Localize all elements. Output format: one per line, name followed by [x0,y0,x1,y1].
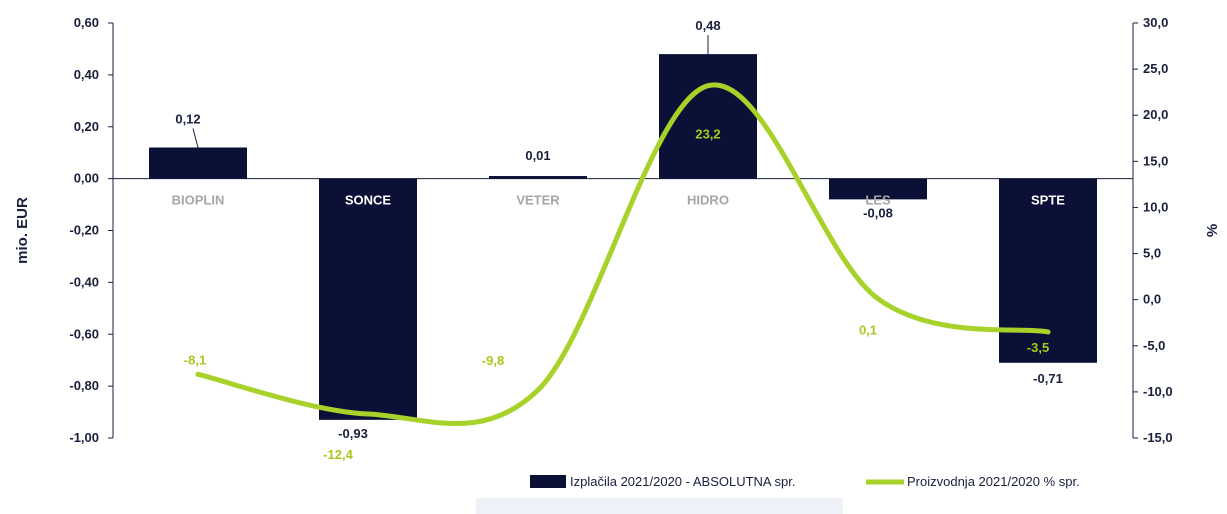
bar-les [829,178,927,200]
line-point-spte [1045,329,1051,335]
right-tick-label: 25,0 [1143,61,1168,76]
bar-data-label: -0,71 [1033,371,1063,386]
right-tick-label: 20,0 [1143,107,1168,122]
line-data-label: -12,4 [323,447,353,462]
left-tick-label: 0,40 [74,67,99,82]
right-tick-label: 0,0 [1143,292,1161,307]
line-point-bioplin [195,371,201,377]
right-axis-title: % [1204,224,1221,237]
right-tick-label: -10,0 [1143,384,1173,399]
category-label: SONCE [345,193,392,208]
left-tick-label: -0,40 [69,274,99,289]
right-tick-label: -15,0 [1143,430,1173,445]
line-data-label: 23,2 [695,127,720,142]
right-tick-label: 15,0 [1143,153,1168,168]
line-data-label: -3,5 [1027,340,1049,355]
right-tick-label: 10,0 [1143,199,1168,214]
line-data-label: -9,8 [482,353,504,368]
legend-bar-label: Izplačila 2021/2020 - ABSOLUTNA spr. [570,474,795,489]
right-tick-label: -5,0 [1143,338,1165,353]
bar-bioplin [149,147,247,179]
category-label: BIOPLIN [172,193,225,208]
category-label: HIDRO [687,193,729,208]
line-data-label: -8,1 [184,352,206,367]
bar-data-label: 0,12 [175,112,200,127]
bar-data-label: 0,01 [525,148,550,163]
line-point-les [875,296,881,302]
left-axis-title: mio. EUR [14,197,31,264]
right-tick-label: 5,0 [1143,246,1161,261]
line-point-sonce [365,411,371,417]
left-tick-label: 0,00 [74,171,99,186]
left-tick-label: 0,60 [74,15,99,30]
bar-sonce [319,178,417,420]
category-label: LES [865,193,891,208]
bottom-band [476,498,843,514]
category-label: SPTE [1031,193,1065,208]
bar-veter [489,176,587,179]
left-tick-label: -0,20 [69,223,99,238]
bar-data-label: -0,93 [338,426,368,441]
bar-data-label: 0,48 [695,18,720,33]
line-data-label: 0,1 [859,323,877,338]
category-label: VETER [516,193,560,208]
left-tick-label: -1,00 [69,430,99,445]
left-tick-label: 0,20 [74,119,99,134]
bar-data-label: -0,08 [863,205,893,220]
right-tick-label: 30,0 [1143,15,1168,30]
left-tick-label: -0,60 [69,326,99,341]
line-point-hidro [705,83,711,89]
legend-bar-swatch [530,475,566,488]
left-tick-label: -0,80 [69,378,99,393]
line-point-veter [535,387,541,393]
legend-line-label: Proizvodnja 2021/2020 % spr. [907,474,1080,489]
bar-label-leader [192,128,199,148]
